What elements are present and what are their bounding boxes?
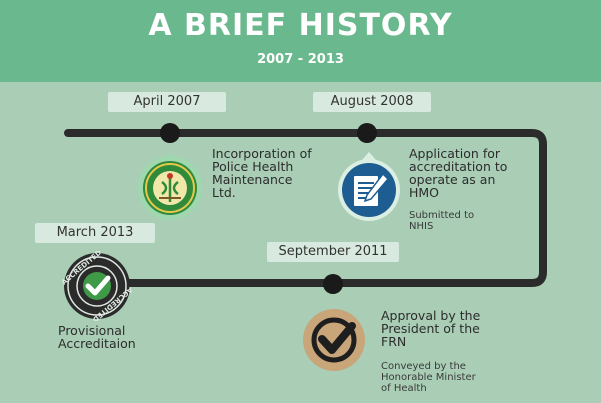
milestone-2011-note-line: Conveyed by the xyxy=(381,361,466,372)
milestone-2007-line: Maintenance xyxy=(212,172,293,187)
milestone-2007-line: Ltd. xyxy=(212,185,236,200)
milestone-2011-note-line: of Health xyxy=(381,383,427,394)
page-title: A BRIEF HISTORY xyxy=(148,8,453,43)
accredited-seal-icon: ACCREDITED ACCREDITED xyxy=(62,251,132,321)
milestone-2011-note-line: Honorable Minister xyxy=(381,372,476,383)
police-health-crest-icon xyxy=(138,153,202,220)
milestone-2011-line: President of the xyxy=(381,321,480,336)
milestone-2011-line: Approval by the xyxy=(381,308,481,323)
milestone-2011-note: Conveyed by the Honorable Minister of He… xyxy=(381,361,476,394)
milestone-2008-line: accreditation to xyxy=(409,159,508,174)
milestone-2008-note: Submitted to NHIS xyxy=(409,210,474,232)
milestone-2008-line: Application for xyxy=(409,146,501,161)
milestone-2007-title: Incorporation of Police Health Maintenan… xyxy=(212,147,312,199)
milestone-2013-line: Accreditaion xyxy=(58,336,136,351)
date-label-april-2007: April 2007 xyxy=(108,92,226,112)
milestone-2011-title: Approval by the President of the FRN xyxy=(381,309,480,348)
milestone-2013-line: Provisional xyxy=(58,323,126,338)
milestone-2007-line: Incorporation of xyxy=(212,146,312,161)
timeline-dot-2007 xyxy=(160,123,180,143)
milestone-2008-line: HMO xyxy=(409,185,440,200)
date-label-september-2011: September 2011 xyxy=(267,242,399,262)
approval-check-icon xyxy=(303,309,365,371)
page-subtitle: 2007 - 2013 xyxy=(257,52,344,67)
milestone-2008-title: Application for accreditation to operate… xyxy=(409,147,507,199)
milestone-2007-line: Police Health xyxy=(212,159,294,174)
date-label-march-2013: March 2013 xyxy=(35,223,155,243)
milestone-2008-note-line: NHIS xyxy=(409,221,434,232)
timeline-dot-2008 xyxy=(357,123,377,143)
milestone-2008-line: operate as an xyxy=(409,172,496,187)
timeline-dot-2011 xyxy=(323,274,343,294)
milestone-2013-title: Provisional Accreditaion xyxy=(58,324,136,350)
header-banner xyxy=(0,0,601,82)
milestone-2008-note-line: Submitted to xyxy=(409,210,475,221)
date-label-august-2008: August 2008 xyxy=(313,92,431,112)
document-pen-icon xyxy=(338,152,400,221)
milestone-2011-line: FRN xyxy=(381,334,407,349)
